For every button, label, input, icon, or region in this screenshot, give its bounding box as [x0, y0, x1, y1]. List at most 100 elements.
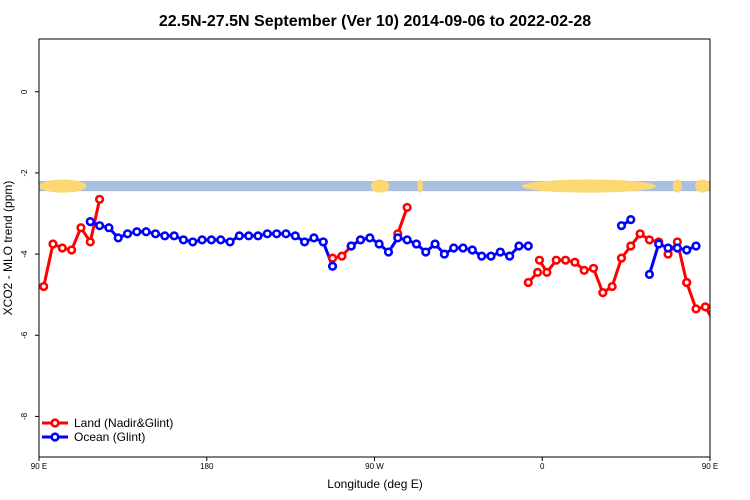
- land-data-point: [721, 348, 728, 355]
- ocean-data-point: [374, 239, 384, 249]
- land-data-point: [682, 277, 692, 288]
- ocean-data-point: [300, 237, 310, 247]
- ocean-data-point: [355, 235, 366, 245]
- x-axis-label: Longitude (deg E): [327, 477, 422, 491]
- land-data-point: [337, 251, 347, 261]
- ocean-data-point: [626, 214, 636, 225]
- land-data-point: [76, 223, 86, 233]
- land-patch: [521, 179, 656, 193]
- ocean-data-point: [672, 243, 682, 253]
- ocean-data-point: [234, 231, 244, 241]
- ocean-data-point: [197, 235, 207, 245]
- ocean-data-point: [290, 231, 300, 241]
- land-patch: [695, 179, 710, 193]
- y-tick-label: -2: [20, 169, 29, 177]
- ocean-data-point: [439, 249, 449, 259]
- land-data-point: [523, 277, 533, 288]
- land-data-point: [711, 320, 718, 327]
- legend-label: Land (Nadir&Glint): [74, 416, 173, 430]
- ocean-data-point: [383, 247, 394, 257]
- ocean-data-point: [141, 227, 151, 237]
- ocean-data-point: [94, 221, 105, 231]
- land-data-point: [607, 281, 617, 292]
- chart-title: 22.5N-27.5N September (Ver 10) 2014-09-0…: [159, 13, 591, 30]
- ocean-data-point: [122, 229, 133, 239]
- series-layer: [39, 194, 746, 355]
- land-data-point: [588, 263, 599, 273]
- ocean-data-point: [160, 231, 170, 241]
- land-data-point: [635, 229, 645, 239]
- land-data-point: [739, 241, 746, 248]
- ocean-data-point: [644, 269, 655, 279]
- ocean-data-point: [281, 229, 291, 239]
- land-data-point: [48, 239, 58, 249]
- ocean-data-point: [663, 243, 673, 253]
- ocean-data-point: [244, 231, 254, 241]
- land-data-point: [616, 253, 627, 263]
- y-tick-label: -6: [20, 331, 29, 339]
- ocean-data-point: [85, 217, 95, 227]
- y-axis-label: XCO2 - MLO trend (ppm): [1, 181, 15, 316]
- land-data-point: [327, 253, 338, 263]
- land-data-point: [691, 304, 701, 314]
- ocean-data-point: [486, 251, 496, 261]
- ocean-data-point: [523, 241, 533, 251]
- ocean-data-point: [365, 233, 375, 243]
- ocean-data-point: [262, 229, 272, 239]
- legend-marker: [50, 432, 60, 442]
- land-patch: [672, 179, 683, 193]
- land-data-point: [644, 235, 655, 245]
- land-data-point: [94, 194, 105, 204]
- ocean-data-point: [318, 237, 328, 247]
- land-data-point: [579, 265, 589, 275]
- land-data-point: [39, 281, 49, 292]
- ocean-data-point: [309, 233, 319, 243]
- land-data-point: [560, 255, 571, 265]
- ocean-data-point: [654, 239, 664, 249]
- y-tick-label: 0: [20, 89, 29, 94]
- ocean-data-point: [327, 261, 338, 271]
- land-patch: [370, 179, 390, 193]
- x-tick-label: 90 E: [31, 462, 47, 471]
- land-data-point: [532, 267, 543, 277]
- ocean-data-point: [188, 237, 198, 247]
- ocean-data-point: [132, 227, 142, 237]
- land-data-point: [542, 267, 552, 277]
- y-tick-label: -8: [20, 412, 29, 420]
- ocean-data-point: [458, 243, 468, 253]
- land-patch: [417, 179, 423, 193]
- x-tick-label: 180: [200, 462, 214, 471]
- ocean-data-point: [150, 229, 161, 239]
- ocean-data-point: [253, 231, 263, 241]
- ocean-data-point: [104, 223, 114, 233]
- land-data-point: [57, 243, 67, 253]
- land-series-line: [396, 206, 409, 235]
- land-patch: [39, 179, 87, 193]
- legend-marker: [50, 418, 60, 428]
- ocean-data-point: [514, 241, 524, 251]
- land-data-point: [534, 255, 545, 265]
- legend-label: Ocean (Glint): [74, 430, 145, 444]
- x-axis: 90 E 180 90 W 0 90 E: [31, 457, 718, 471]
- ocean-data-point: [449, 243, 459, 253]
- ocean-data-point: [206, 235, 217, 245]
- land-data-point: [598, 288, 608, 298]
- land-data-point: [85, 237, 95, 247]
- ocean-data-point: [430, 239, 440, 249]
- ocean-data-point: [272, 229, 282, 239]
- ocean-data-point: [169, 231, 179, 241]
- ocean-data-point: [225, 237, 235, 247]
- ocean-data-point: [402, 235, 412, 245]
- y-axis: 0 -2 -4 -6 -8: [20, 89, 39, 420]
- land-data-point: [551, 255, 561, 265]
- land-data-point: [67, 245, 77, 255]
- legend: Land (Nadir&Glint)Ocean (Glint): [42, 416, 173, 444]
- x-tick-label: 90 E: [702, 462, 718, 471]
- x-tick-label: 90 W: [365, 462, 384, 471]
- land-data-point: [402, 202, 412, 213]
- ocean-data-point: [411, 239, 422, 249]
- ocean-data-point: [346, 241, 356, 251]
- ocean-data-point: [421, 247, 431, 257]
- land-data-point: [626, 241, 636, 251]
